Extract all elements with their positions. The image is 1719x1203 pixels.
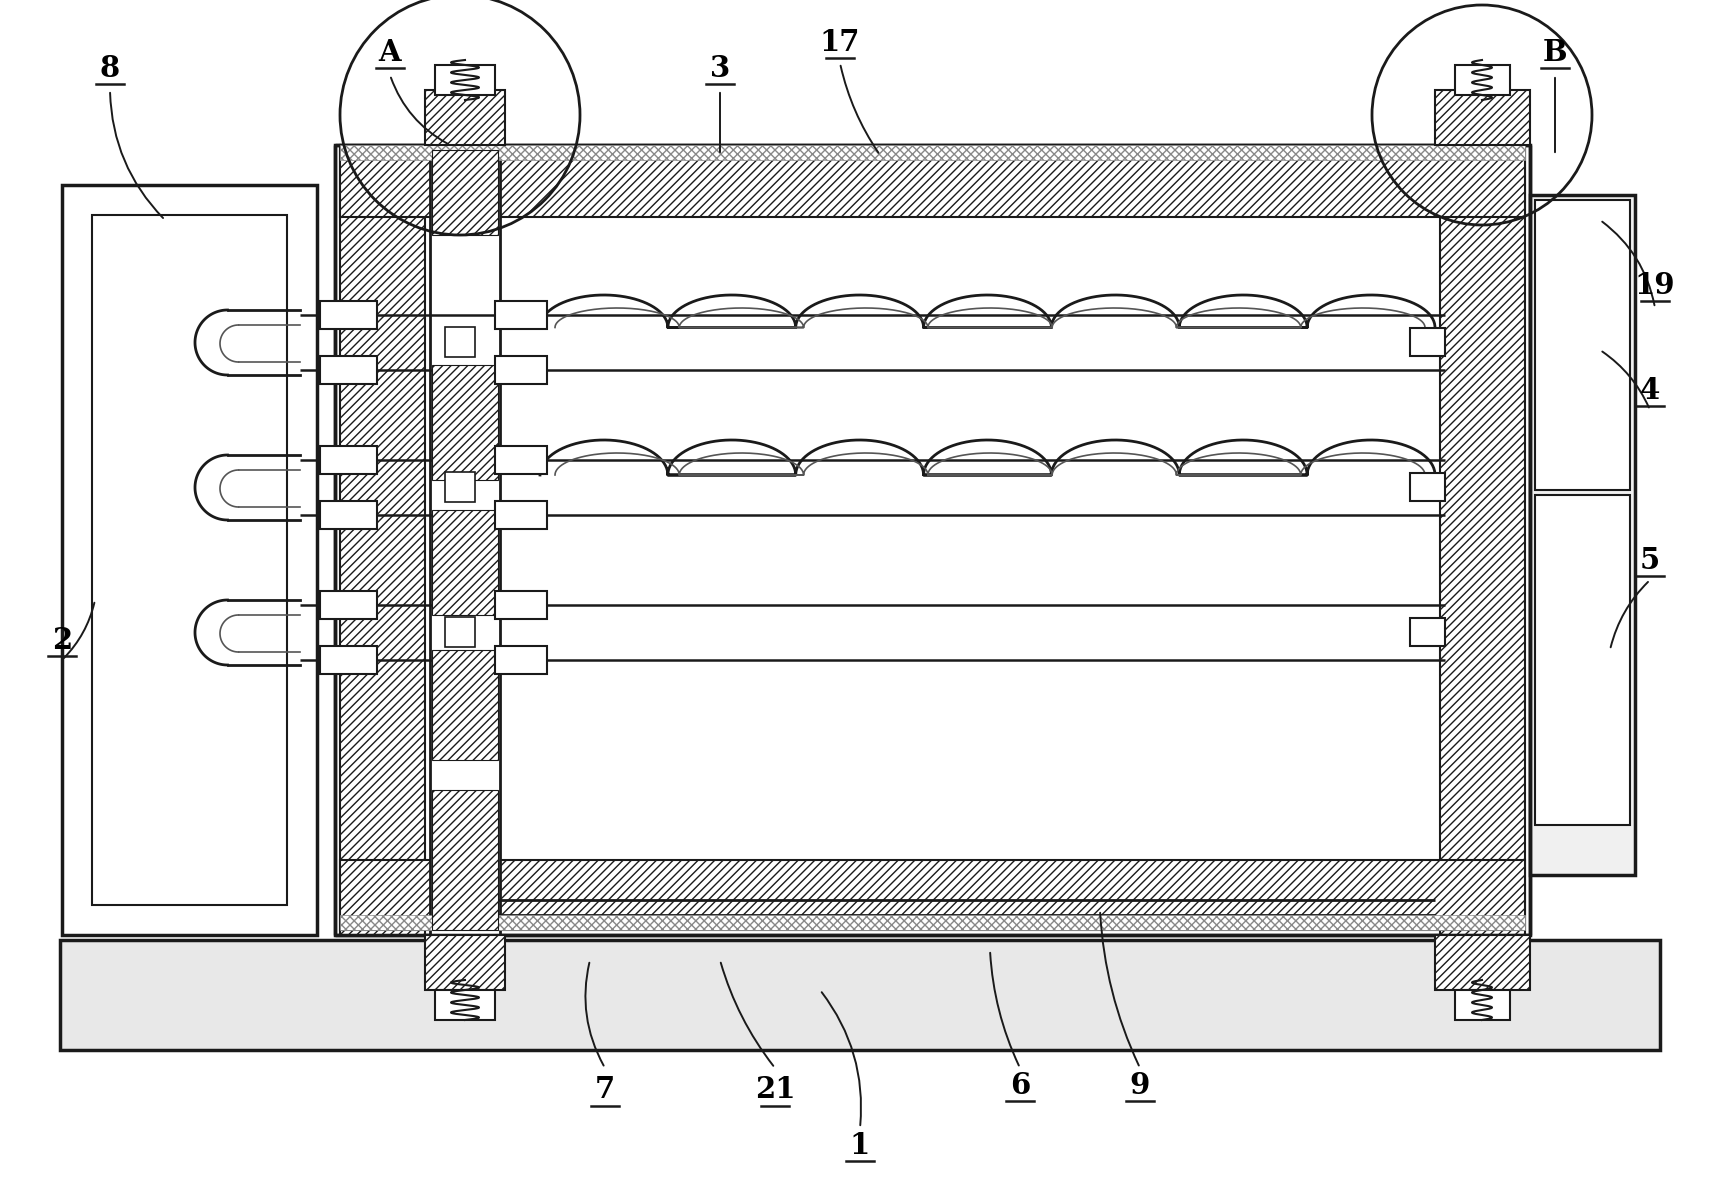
Text: 21: 21 — [755, 1075, 796, 1104]
Bar — [425, 90, 505, 146]
Bar — [495, 500, 547, 529]
Bar — [435, 990, 495, 1020]
Bar — [1435, 90, 1530, 146]
Bar — [1410, 473, 1446, 500]
Bar — [60, 940, 1661, 1050]
Bar — [495, 591, 547, 620]
Bar — [340, 146, 425, 935]
Text: 19: 19 — [1635, 271, 1676, 300]
Bar — [495, 301, 547, 328]
Bar — [93, 215, 287, 905]
Bar — [431, 650, 499, 760]
Bar — [340, 146, 1525, 217]
Bar — [340, 146, 1525, 160]
Bar — [445, 472, 474, 502]
Bar — [62, 185, 316, 935]
Bar — [495, 646, 547, 674]
Bar — [445, 617, 474, 647]
Bar — [445, 327, 474, 357]
Bar — [431, 150, 499, 235]
Bar — [340, 915, 1525, 930]
Bar — [320, 356, 376, 384]
Text: 17: 17 — [820, 28, 860, 57]
Text: 1: 1 — [849, 1131, 870, 1160]
Text: 7: 7 — [595, 1075, 615, 1104]
Bar — [495, 356, 547, 384]
Text: 8: 8 — [100, 53, 120, 83]
Bar — [1454, 990, 1509, 1020]
Bar — [1535, 200, 1630, 490]
Bar — [1454, 65, 1509, 95]
Bar — [1535, 494, 1630, 825]
Text: 5: 5 — [1640, 545, 1661, 575]
Bar — [1410, 618, 1446, 646]
Text: 6: 6 — [1009, 1071, 1030, 1100]
Bar — [320, 591, 376, 620]
Bar — [1410, 328, 1446, 356]
Text: 4: 4 — [1640, 375, 1661, 404]
Text: 9: 9 — [1129, 1071, 1150, 1100]
Bar — [340, 860, 1525, 930]
Text: A: A — [378, 37, 401, 66]
Bar — [320, 500, 376, 529]
Bar — [435, 65, 495, 95]
Text: 3: 3 — [710, 53, 731, 83]
Bar — [335, 146, 1530, 935]
Bar — [425, 935, 505, 990]
Bar — [431, 790, 499, 930]
Bar — [1435, 935, 1530, 990]
Bar — [495, 446, 547, 474]
Bar — [1441, 146, 1525, 935]
Bar — [1530, 195, 1635, 875]
Bar — [431, 365, 499, 480]
Bar — [431, 510, 499, 615]
Bar — [320, 301, 376, 328]
Bar — [320, 446, 376, 474]
Text: B: B — [1542, 37, 1568, 66]
Bar — [430, 146, 500, 935]
Text: 2: 2 — [52, 626, 72, 654]
Bar — [320, 646, 376, 674]
